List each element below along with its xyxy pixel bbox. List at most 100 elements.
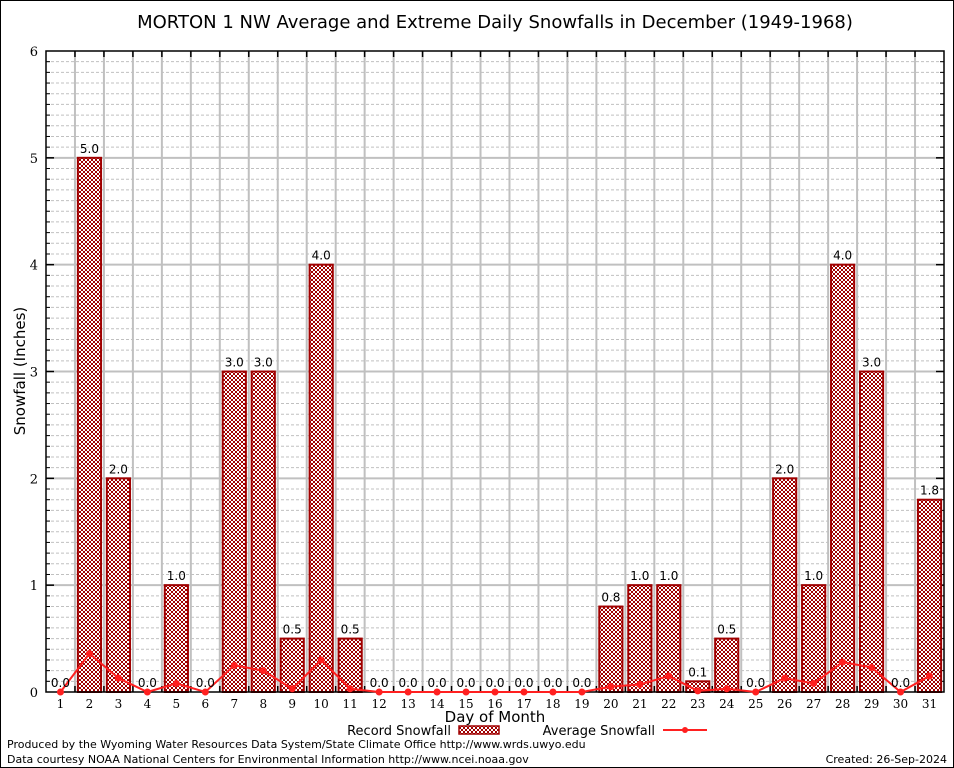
data-labels: 0.0 5.0 2.0 0.0 1.0 0.0 3.0 3.0 0.5 4.0 0.5 0.0 0.0 0… [51, 142, 939, 690]
bar-value-label: 0.0 [891, 676, 910, 690]
bar-record-snowfall [163, 584, 189, 694]
bar-value-label: 0.0 [456, 676, 475, 690]
bar-value-label: 3.0 [862, 356, 881, 370]
average-snowfall-point [433, 688, 441, 696]
bar-value-label: 1.0 [804, 569, 823, 583]
y-tick-label: 0 [30, 686, 38, 701]
y-tick-label: 4 [30, 259, 38, 274]
bar-record-snowfall [772, 477, 798, 694]
x-tick-label: 28 [835, 697, 850, 711]
x-tick-label: 6 [202, 697, 210, 711]
average-snowfall-point [752, 688, 760, 696]
average-snowfall-point [665, 672, 673, 680]
average-snowfall-point [346, 685, 354, 693]
average-snowfall-point [926, 672, 934, 680]
x-tick-label: 14 [429, 697, 445, 711]
bar-value-label: 0.0 [514, 676, 533, 690]
bar-value-label: 0.0 [196, 676, 215, 690]
bar-value-label: 0.0 [51, 676, 70, 690]
average-line [56, 650, 934, 696]
bar-record-snowfall [308, 263, 334, 693]
x-tick-label: 10 [314, 697, 329, 711]
legend-swatch-record [458, 725, 500, 735]
x-tick-label: 5 [173, 697, 181, 711]
average-snowfall-point [462, 688, 470, 696]
average-snowfall-point [201, 688, 209, 696]
x-tick-label: 22 [661, 697, 676, 711]
x-tick-label: 1 [57, 697, 65, 711]
bar-record-snowfall [598, 605, 624, 693]
average-snowfall-point [897, 688, 905, 696]
average-snowfall-point [230, 661, 238, 669]
average-snowfall-point [607, 683, 615, 691]
x-tick-label: 18 [545, 697, 560, 711]
chart-title: MORTON 1 NW Average and Extreme Daily Sn… [137, 12, 853, 33]
bar-record-snowfall [221, 370, 247, 693]
tick-labels: 1 2 3 4 5 6 7 8 9 10 11 12 13 14 15 16 17 18 19 20 21 22 23 24 2… [30, 45, 937, 711]
bar-record-snowfall [337, 637, 363, 693]
bar-record-snowfall [105, 477, 132, 694]
x-tick-label: 11 [343, 697, 358, 711]
x-tick-label: 7 [230, 697, 238, 711]
x-tick-label: 27 [806, 697, 821, 711]
average-snowfall-point [259, 667, 267, 675]
average-snowfall-point [520, 688, 528, 696]
average-snowfall-point [636, 681, 644, 689]
x-tick-label: 30 [893, 697, 908, 711]
y-tick-label: 5 [30, 152, 38, 167]
y-axis-label: Snowfall (Inches) [11, 307, 29, 435]
average-snowfall-point [491, 688, 499, 696]
x-tick-label: 13 [400, 697, 415, 711]
average-snowfall-point [172, 679, 180, 687]
y-tick-label: 2 [30, 472, 38, 487]
y-tick-label: 3 [30, 366, 38, 381]
bar-value-label: 4.0 [312, 249, 331, 263]
legend-label-average: Average Snowfall [543, 724, 655, 739]
average-snowfall-point [781, 674, 789, 682]
x-tick-label: 21 [632, 697, 647, 711]
average-snowfall-point [810, 679, 818, 687]
footer-produced-by: Produced by the Wyoming Water Resources … [7, 738, 586, 751]
average-snowfall-point [288, 685, 296, 693]
bar-value-label: 0.0 [399, 676, 418, 690]
x-tick-label: 23 [690, 697, 705, 711]
bar-value-label: 0.0 [746, 676, 765, 690]
bar-value-label: 1.0 [167, 569, 186, 583]
bar-record-snowfall [830, 263, 856, 693]
y-tick-label: 6 [30, 45, 38, 60]
x-tick-label: 12 [371, 697, 386, 711]
x-tick-label: 15 [458, 697, 473, 711]
bar-value-label: 2.0 [775, 462, 794, 476]
bar-value-label: 0.0 [138, 676, 157, 690]
x-tick-label: 31 [922, 697, 937, 711]
x-axis-label: Day of Month [445, 708, 546, 726]
bar-value-label: 0.0 [485, 676, 504, 690]
x-tick-label: 20 [603, 697, 618, 711]
average-snowfall-point [694, 687, 702, 695]
bar-value-label: 0.0 [428, 676, 447, 690]
bar-value-label: 2.0 [109, 462, 128, 476]
bar-value-label: 0.0 [572, 676, 591, 690]
legend: Record Snowfall Average Snowfall [347, 724, 707, 739]
bar-value-label: 0.0 [543, 676, 562, 690]
bar-record-snowfall [858, 370, 885, 693]
average-snowfall-point [839, 658, 847, 666]
average-snowfall-point [85, 650, 93, 658]
footer-created-date: Created: 26-Sep-2024 [826, 753, 947, 766]
x-tick-label: 8 [259, 697, 267, 711]
average-snowfall-point [723, 685, 731, 693]
bar-value-label: 0.5 [341, 623, 360, 637]
bar-value-label: 1.0 [659, 569, 678, 583]
x-tick-label: 19 [574, 697, 589, 711]
bar-record-snowfall [916, 498, 943, 694]
x-tick-label: 29 [864, 697, 879, 711]
average-snowfall-point [114, 674, 122, 682]
average-snowfall-point [143, 688, 151, 696]
average-snowfall-point [868, 663, 876, 671]
average-snowfall-point [578, 688, 586, 696]
bar-value-label: 0.5 [717, 623, 736, 637]
x-tick-label: 4 [144, 697, 152, 711]
bar-record-snowfall [250, 370, 276, 693]
